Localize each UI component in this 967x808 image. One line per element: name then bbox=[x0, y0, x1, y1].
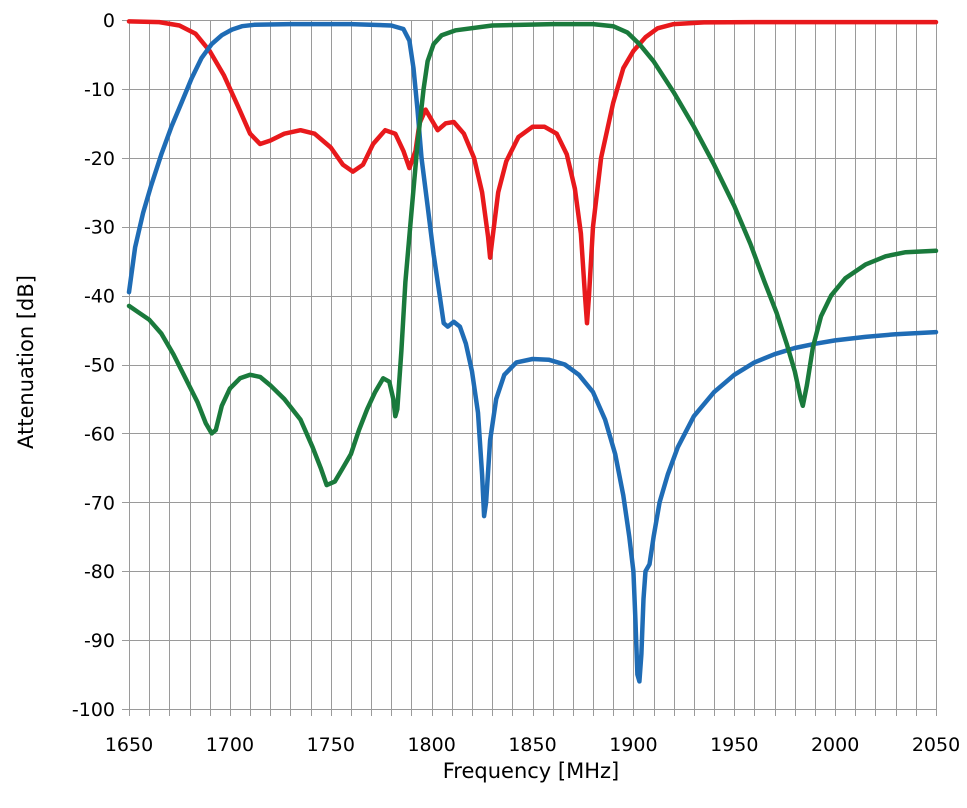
x-axis-title: Frequency [MHz] bbox=[443, 759, 619, 783]
y-tick-label: -40 bbox=[84, 286, 115, 308]
x-tick-label: 1850 bbox=[508, 734, 556, 756]
x-tick-label: 1900 bbox=[609, 734, 657, 756]
y-tick-label: -50 bbox=[84, 355, 115, 377]
x-tick-label: 1700 bbox=[206, 734, 254, 756]
y-tick-label: -30 bbox=[84, 217, 115, 239]
x-tick-labels: 1650 1700 1750 1800 1850 1900 1950 2000 2050 bbox=[105, 734, 960, 756]
y-tick-label: -70 bbox=[84, 492, 115, 514]
x-tick-label: 1750 bbox=[307, 734, 355, 756]
series-line-3 bbox=[126, 21, 939, 488]
y-tick-label: -20 bbox=[84, 148, 115, 170]
series-lines bbox=[126, 19, 939, 684]
y-tick-label: -80 bbox=[84, 561, 115, 583]
x-tick-label: 2000 bbox=[811, 734, 859, 756]
x-tick-label: 1650 bbox=[105, 734, 153, 756]
y-tick-label: 0 bbox=[103, 10, 115, 32]
y-tick-labels: 0 -10 -20 -30 -40 -50 -60 -70 -80 -90 -100 bbox=[72, 10, 115, 721]
gridlines bbox=[122, 20, 937, 716]
y-tick-label: -90 bbox=[84, 630, 115, 652]
series-line-1 bbox=[126, 19, 939, 326]
y-axis-title: Attenuation [dB] bbox=[14, 275, 38, 449]
y-tick-label: -10 bbox=[84, 79, 115, 101]
x-tick-label: 1950 bbox=[710, 734, 758, 756]
x-tick-label: 2050 bbox=[912, 734, 960, 756]
y-tick-label: -60 bbox=[84, 423, 115, 445]
y-tick-label: -100 bbox=[72, 699, 115, 721]
x-tick-label: 1800 bbox=[407, 734, 455, 756]
series-line-2 bbox=[126, 21, 939, 684]
axes bbox=[129, 20, 936, 710]
